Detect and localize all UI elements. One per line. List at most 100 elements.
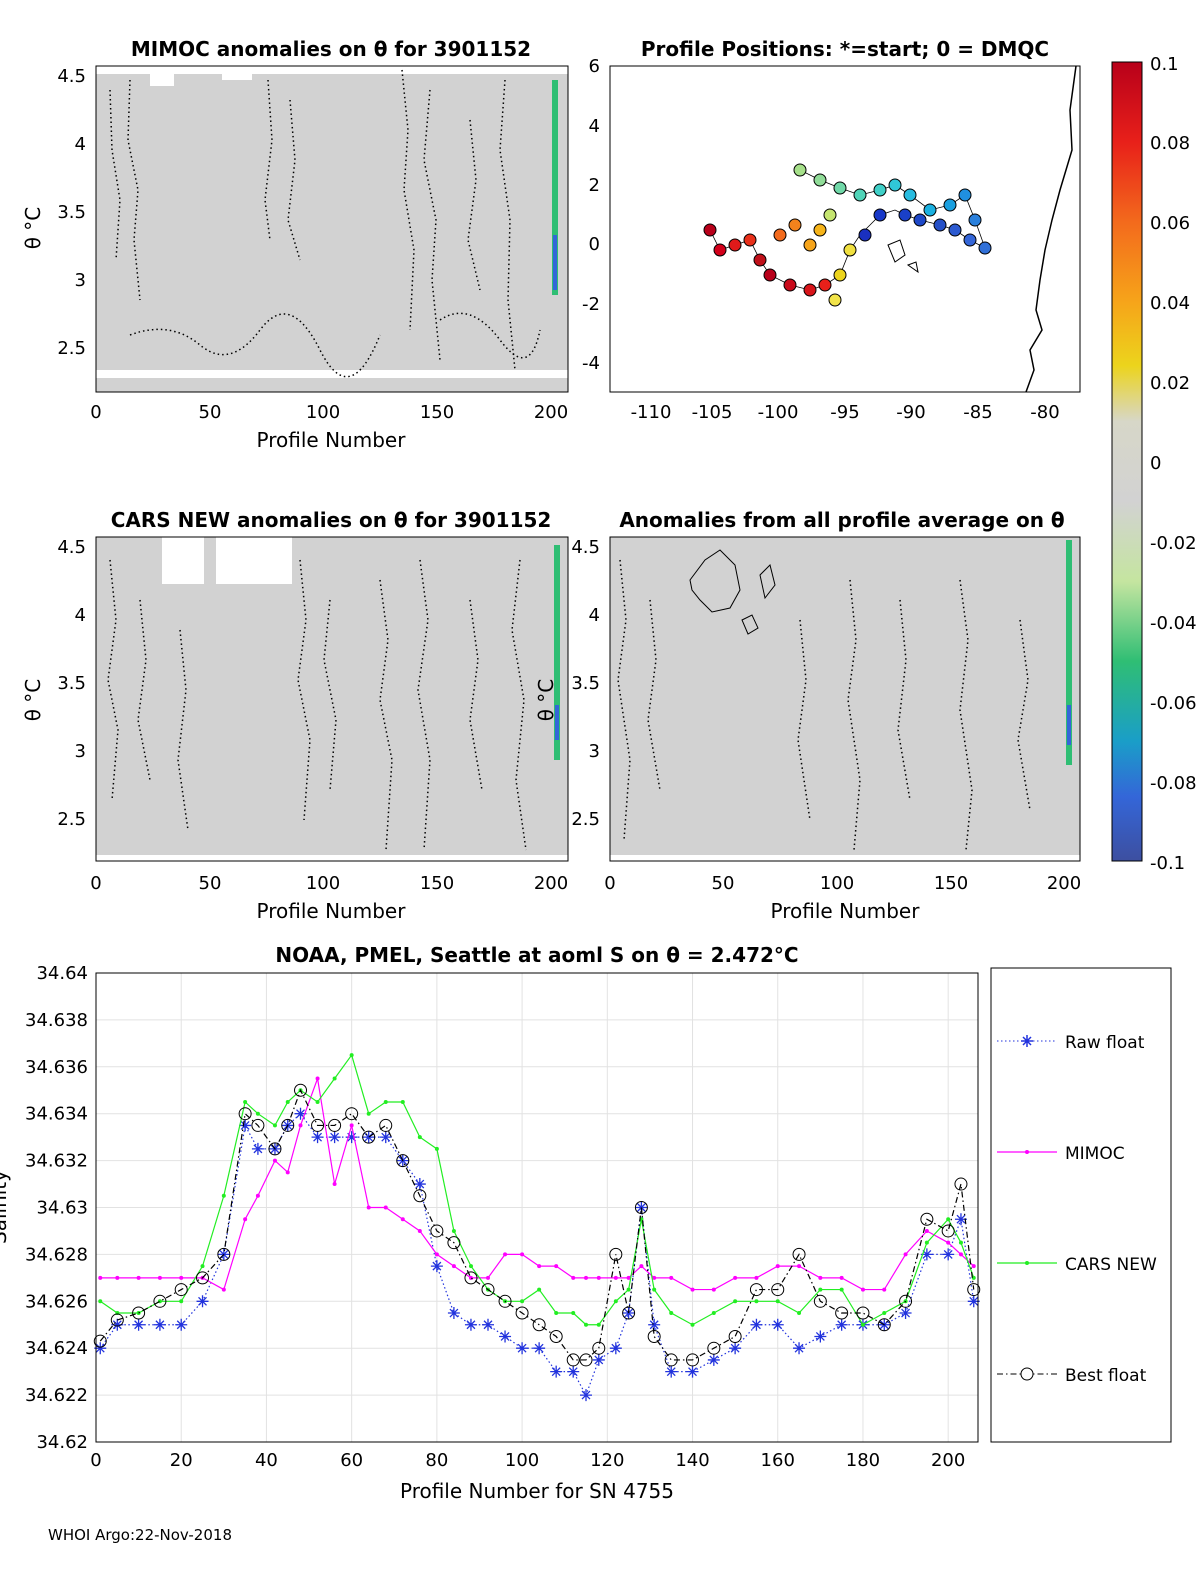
panel-allavg-ylabel: θ °C — [534, 679, 558, 722]
panel-positions-title: Profile Positions: *=start; 0 = DMQC — [641, 37, 1049, 61]
panel-mimoc-ylabel: θ °C — [21, 207, 45, 250]
svg-text:-0.02: -0.02 — [1150, 533, 1197, 554]
mimoc-point — [971, 1264, 976, 1269]
panel-allavg: Anomalies from all profile average on θ … — [534, 508, 1081, 923]
panel-mimoc-contours — [109, 69, 541, 378]
x-tick-label: 60 — [340, 1450, 363, 1471]
raw-float-point — [153, 1318, 166, 1331]
mimoc-point — [366, 1205, 371, 1210]
mimoc-point — [272, 1158, 277, 1163]
mimoc-point — [613, 1275, 618, 1280]
salinity-legend: Raw float MIMOC CARS NEW Best float — [990, 967, 1172, 1443]
cars-point — [400, 1099, 405, 1104]
raw-float-point — [592, 1353, 605, 1366]
mimoc-point — [285, 1170, 290, 1175]
best-float-point — [647, 1329, 661, 1343]
x-tick-label: 100 — [505, 1450, 539, 1471]
legend-raw: Raw float — [997, 1033, 1145, 1053]
profile-markers — [703, 163, 992, 307]
cars-point — [839, 1287, 844, 1292]
svg-text:50: 50 — [712, 873, 735, 894]
cars-point — [98, 1299, 103, 1304]
cars-point — [554, 1311, 559, 1316]
raw-float-point — [196, 1295, 209, 1308]
panel-positions-xticks: -110 -105 -100 -95 -90 -85 -80 — [631, 402, 1060, 423]
panel-allavg-yticks: 4.5 4 3.5 3 2.5 — [571, 537, 600, 830]
svg-text:150: 150 — [420, 873, 454, 894]
best-float-point — [835, 1306, 849, 1320]
svg-text:2.5: 2.5 — [57, 338, 86, 359]
svg-text:2.5: 2.5 — [57, 809, 86, 830]
raw-float-point — [954, 1213, 967, 1226]
best-float-point — [153, 1294, 167, 1308]
cars-point — [626, 1287, 631, 1292]
y-tick-label: 34.628 — [25, 1244, 88, 1265]
svg-text:0.08: 0.08 — [1150, 133, 1190, 154]
cars-point — [285, 1099, 290, 1104]
best-float-point — [268, 1142, 282, 1156]
panel-mimoc-xlabel: Profile Number — [257, 428, 407, 452]
salinity-chart-title: NOAA, PMEL, Seattle at aoml S on θ = 2.4… — [275, 943, 798, 967]
cars-point — [584, 1322, 588, 1327]
svg-text:-100: -100 — [758, 402, 799, 423]
mimoc-point — [520, 1252, 525, 1257]
cars-point — [383, 1099, 388, 1104]
raw-float-point — [379, 1131, 392, 1144]
cars-point — [946, 1217, 951, 1222]
best-float-point — [281, 1118, 295, 1132]
cars-point — [520, 1299, 525, 1304]
svg-text:6: 6 — [589, 56, 600, 77]
best-float-point — [899, 1294, 913, 1308]
y-tick-label: 34.632 — [25, 1151, 88, 1172]
panel-positions: Profile Positions: *=start; 0 = DMQC — [582, 37, 1081, 423]
svg-text:0: 0 — [90, 873, 101, 894]
mimoc-point — [571, 1275, 576, 1280]
mimoc-point — [221, 1287, 226, 1292]
mimoc-point — [882, 1287, 887, 1292]
y-tick-label: 34.622 — [25, 1385, 88, 1406]
best-float-point — [771, 1283, 785, 1297]
best-float-point — [592, 1341, 606, 1355]
svg-text:-2: -2 — [582, 294, 600, 315]
best-float-point — [609, 1247, 623, 1261]
svg-text:4.5: 4.5 — [571, 537, 600, 558]
svg-text:4: 4 — [589, 116, 600, 137]
x-tick-label: 200 — [931, 1450, 965, 1471]
best-float-point — [413, 1189, 427, 1203]
panel-cars-xlabel: Profile Number — [257, 899, 407, 923]
best-float-point — [174, 1283, 188, 1297]
raw-float-point — [648, 1318, 661, 1331]
mimoc-point — [115, 1275, 120, 1280]
mimoc-point — [136, 1275, 141, 1280]
best-float-point — [251, 1118, 265, 1132]
svg-text:50: 50 — [199, 873, 222, 894]
raw-float-point — [464, 1318, 477, 1331]
coastline — [1025, 65, 1077, 393]
cars-point — [537, 1287, 542, 1292]
svg-text:2.5: 2.5 — [571, 809, 600, 830]
svg-text:200: 200 — [534, 873, 568, 894]
salinity-chart: NOAA, PMEL, Seattle at aoml S on θ = 2.4… — [0, 943, 981, 1503]
mimoc-point — [946, 1240, 951, 1245]
mimoc-point — [486, 1275, 490, 1280]
cars-point — [690, 1322, 695, 1327]
x-tick-label: 80 — [425, 1450, 448, 1471]
panel-allavg-title: Anomalies from all profile average on θ — [619, 508, 1064, 532]
raw-float-point — [499, 1330, 512, 1343]
legend-cars: CARS NEW — [997, 1255, 1157, 1275]
panel-allavg-contours — [617, 559, 1031, 851]
mimoc-point — [903, 1252, 908, 1257]
svg-text:0: 0 — [90, 402, 101, 423]
cars-point — [860, 1322, 865, 1327]
best-float-point — [515, 1306, 529, 1320]
panel-allavg-xticks: 0 50 100 150 200 — [604, 873, 1081, 894]
svg-text:50: 50 — [199, 402, 222, 423]
svg-text:0: 0 — [1150, 453, 1161, 474]
raw-float-point — [413, 1178, 426, 1191]
best-float-point — [728, 1329, 742, 1343]
cars-point — [366, 1111, 371, 1116]
x-tick-label: 160 — [761, 1450, 795, 1471]
svg-text:3.5: 3.5 — [571, 673, 600, 694]
y-tick-label: 34.636 — [25, 1057, 88, 1078]
